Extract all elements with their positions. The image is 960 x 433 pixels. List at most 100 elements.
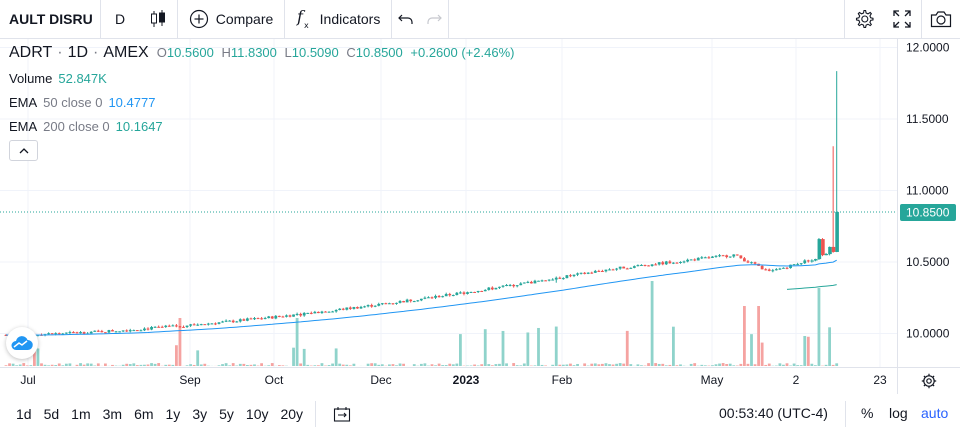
volume-bar — [799, 365, 803, 366]
volume-bar — [54, 365, 58, 366]
price-chart[interactable]: 12.0000 11.5000 11.0000 10.5000 10.0000 Jul S… — [0, 39, 960, 394]
candle-body — [537, 280, 540, 282]
go-to-date-button[interactable] — [330, 402, 354, 426]
bottom-divider — [845, 401, 846, 427]
candle-body — [412, 301, 416, 303]
logo-button[interactable] — [6, 327, 38, 359]
volume-bar — [437, 363, 441, 366]
candle-body — [267, 316, 271, 319]
candle-body — [604, 269, 608, 272]
legend-symbol[interactable]: ADRT — [9, 44, 53, 61]
time-tick-label: Jul — [20, 373, 35, 387]
range-1d-button[interactable]: 1d — [16, 405, 32, 422]
volume-bar — [572, 365, 576, 366]
range-1y-button[interactable]: 1y — [165, 405, 181, 422]
volume-bar — [601, 363, 604, 366]
volume-bar — [597, 364, 601, 366]
volume-bar — [501, 330, 505, 366]
candle-body — [583, 272, 587, 274]
volume-bar — [139, 364, 143, 366]
candle-body — [178, 326, 182, 328]
volume-bar — [778, 363, 782, 366]
legend-ema50-row[interactable]: EMA 50 close 0 10.4777 — [9, 90, 518, 114]
range-1m-button[interactable]: 1m — [71, 405, 91, 422]
toolbar-divider — [391, 0, 392, 39]
clock-timezone[interactable]: 00:53:40 (UTC-4) — [719, 405, 828, 421]
interval-button[interactable]: D — [101, 0, 139, 39]
candle-body — [462, 292, 466, 294]
legend-collapse-button[interactable] — [9, 140, 38, 161]
candle-body — [153, 326, 157, 328]
fullscreen-button[interactable] — [883, 0, 921, 39]
candle-body — [338, 308, 342, 310]
volume-bar — [732, 365, 736, 366]
settings-button[interactable] — [845, 0, 883, 39]
volume-bar — [746, 363, 750, 366]
candle-body — [792, 264, 796, 266]
candle-body — [455, 292, 459, 296]
legend-volume-row[interactable]: Volume 52.847K — [9, 66, 518, 90]
volume-bar — [764, 364, 768, 366]
candle-body — [423, 297, 427, 299]
legend-ema200-row[interactable]: EMA 200 close 0 10.1647 — [9, 114, 518, 138]
volume-bar — [792, 363, 796, 366]
volume-bar — [551, 364, 555, 366]
candle-body — [760, 265, 764, 270]
undo-button[interactable] — [392, 0, 420, 39]
indicators-button[interactable]: f x Indicators — [285, 0, 391, 39]
symbol-label: AULT DISRU — [9, 11, 93, 27]
volume-bar — [224, 363, 228, 366]
redo-button[interactable] — [420, 0, 448, 39]
volume-bar — [657, 363, 661, 366]
candle-body — [249, 318, 253, 320]
volume-bar — [380, 364, 384, 366]
auto-scale-toggle[interactable]: auto — [921, 405, 949, 421]
candle-body — [746, 261, 750, 263]
candle-body — [668, 261, 672, 264]
snapshot-button[interactable] — [922, 0, 960, 39]
volume-bar — [199, 364, 203, 366]
percent-scale-toggle[interactable]: % — [861, 405, 874, 421]
high-value: 11.8300 — [230, 45, 277, 60]
volume-bar — [299, 363, 303, 366]
candle-body — [476, 290, 480, 293]
last-price-marker: 10.8500 — [0, 203, 956, 221]
candle-body — [608, 269, 611, 271]
volume-bar — [647, 363, 650, 366]
range-3m-button[interactable]: 3m — [102, 405, 123, 422]
volume-bar — [739, 363, 743, 366]
volume-bar — [803, 336, 807, 366]
volume-bar — [125, 363, 129, 366]
time-tick-label: 2023 — [453, 373, 480, 387]
range-5d-button[interactable]: 5d — [43, 405, 60, 422]
candle-body — [100, 331, 104, 333]
candle-body — [640, 264, 643, 266]
candle-body — [75, 332, 79, 334]
volume-bar — [434, 365, 437, 366]
range-5y-button[interactable]: 5y — [219, 405, 234, 422]
candle-body — [824, 254, 829, 256]
range-20y-button[interactable]: 20y — [280, 405, 304, 422]
candle-body — [714, 255, 718, 257]
volume-bar — [419, 363, 423, 366]
volume-bar — [490, 365, 494, 366]
candle-body — [771, 270, 775, 272]
symbol-search[interactable]: AULT DISRU — [0, 0, 100, 39]
range-6m-button[interactable]: 6m — [134, 405, 154, 422]
range-3y-button[interactable]: 3y — [192, 405, 208, 422]
candle-body — [764, 269, 768, 271]
close-label: C — [346, 45, 356, 60]
log-scale-toggle[interactable]: log — [889, 405, 908, 421]
candle-body — [352, 307, 356, 309]
candle-body — [732, 254, 736, 257]
range-10y-button[interactable]: 10y — [245, 405, 269, 422]
volume-bar — [29, 365, 33, 366]
chart-type-button[interactable] — [139, 0, 177, 39]
legend-exchange: AMEX — [103, 44, 149, 61]
axis-settings-button[interactable] — [918, 370, 940, 392]
candle-body — [164, 325, 168, 327]
candle-body — [391, 303, 395, 305]
candle-body — [238, 319, 242, 322]
candle-body — [118, 331, 121, 333]
compare-button[interactable]: Compare — [178, 0, 284, 39]
